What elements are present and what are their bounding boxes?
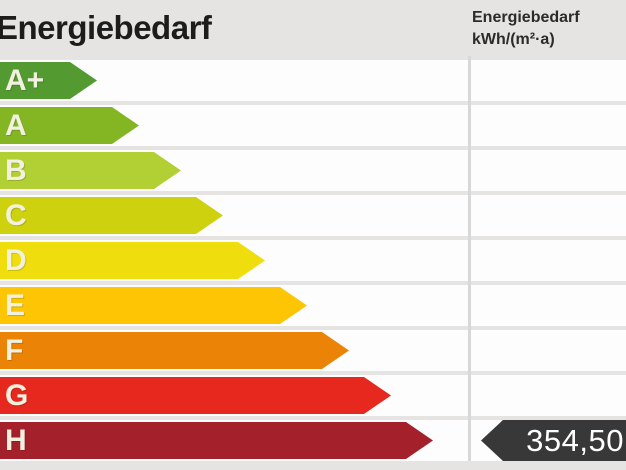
grade-arrow-f: F <box>0 332 349 369</box>
energy-value: 354,50 <box>526 423 624 458</box>
grade-arrow-c: C <box>0 197 223 234</box>
column-divider <box>468 56 471 461</box>
grade-arrow-a-plus: A+ <box>0 62 97 99</box>
grade-arrow-d: D <box>0 242 265 279</box>
value-indicator-arrow: 354,50 <box>481 420 626 461</box>
grade-arrow-a: A <box>0 107 139 144</box>
grade-arrow-g: G <box>0 377 391 414</box>
grade-label-d: D <box>5 244 27 277</box>
scale-row-a: A <box>0 105 626 146</box>
scale-row-g: G <box>0 375 626 416</box>
grade-label-e: E <box>5 289 26 322</box>
grade-label-f: F <box>5 334 24 367</box>
scale-row-a-plus: A+ <box>0 60 626 101</box>
grade-arrow-b: B <box>0 152 181 189</box>
grade-label-a: A <box>5 109 27 142</box>
value-column-header: Energiebedarf kWh/(m²·a) <box>472 7 580 51</box>
value-column-header-line2: kWh/(m²·a) <box>472 31 555 48</box>
grade-label-h: H <box>5 424 27 457</box>
grade-arrow-e: E <box>0 287 307 324</box>
scale-row-e: E <box>0 285 626 326</box>
grade-label-b: B <box>5 154 27 187</box>
grade-label-c: C <box>5 199 27 232</box>
page-title: Energiebedarf <box>0 9 212 46</box>
grade-label-g: G <box>5 379 29 412</box>
scale-row-c: C <box>0 195 626 236</box>
grade-label-a-plus: A+ <box>5 64 45 97</box>
scale-row-d: D <box>0 240 626 281</box>
scale-row-b: B <box>0 150 626 191</box>
grade-arrow-h: H <box>0 422 433 459</box>
value-column-header-line1: Energiebedarf <box>472 9 580 26</box>
scale-row-f: F <box>0 330 626 371</box>
